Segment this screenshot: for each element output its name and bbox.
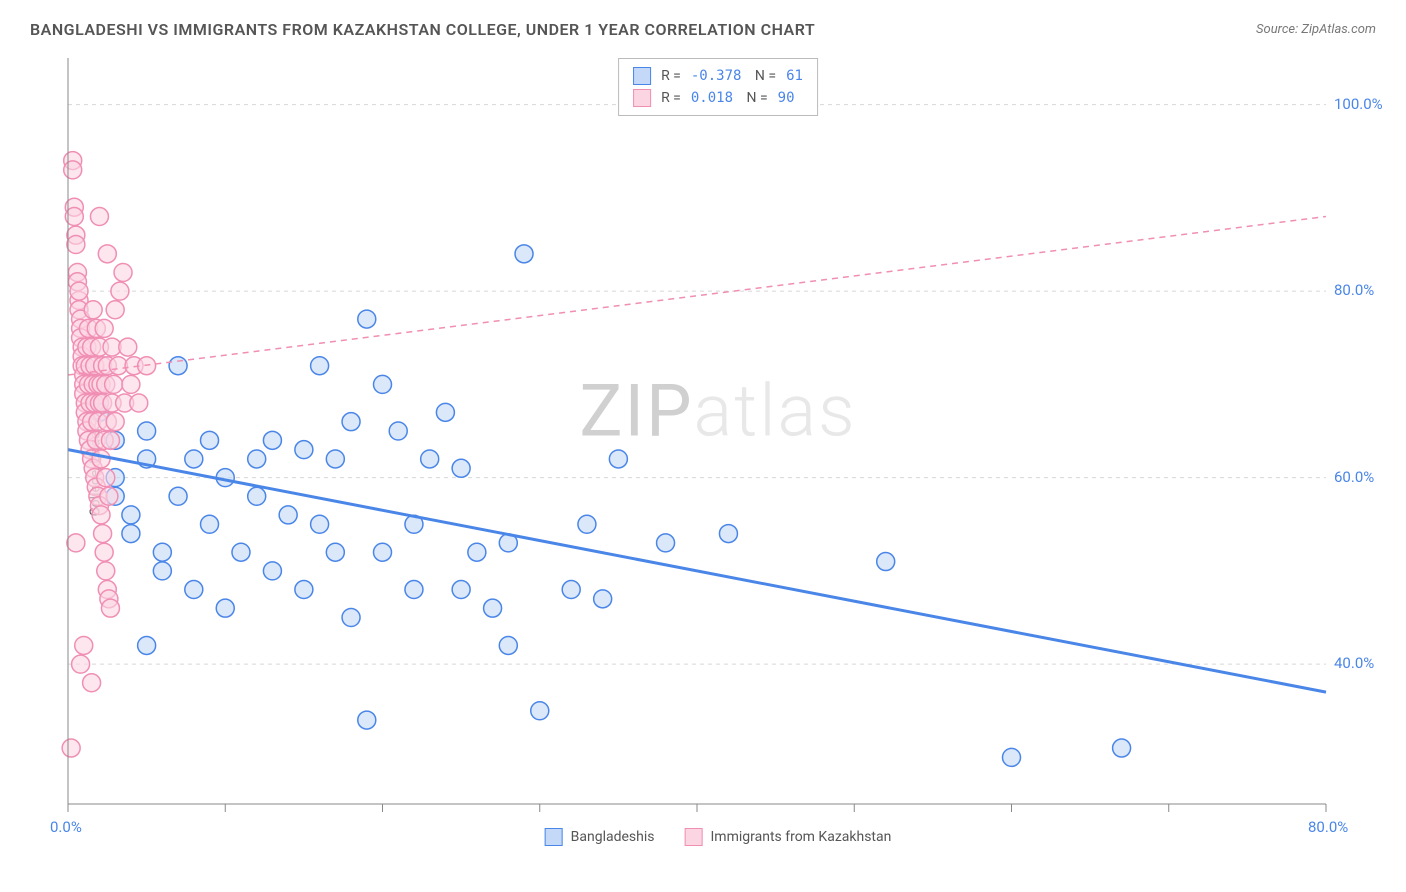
legend-row: R = -0.378 N = 61 [633,65,803,87]
legend-swatch [633,89,651,107]
legend-label: Bangladeshis [571,829,655,845]
axis-tick-label: 100.0% [1334,95,1383,113]
axis-tick-label: 80.0% [1308,818,1348,836]
legend-item: Immigrants from Kazakhstan [684,828,891,846]
legend-label: Immigrants from Kazakhstan [710,829,891,845]
axis-tick-label: 80.0% [1334,281,1374,299]
legend-swatch [545,828,563,846]
chart-title: BANGLADESHI VS IMMIGRANTS FROM KAZAKHSTA… [30,20,815,39]
scatter-plot [50,50,1386,852]
legend-r-value: 0.018 [691,87,733,109]
legend-n-value: 90 [778,87,795,109]
legend-r-label: R = [661,87,681,109]
legend-n-label: N = [743,87,768,109]
legend-row: R = 0.018 N = 90 [633,87,803,109]
legend-item: Bangladeshis [545,828,655,846]
axis-tick-label: 60.0% [1334,468,1374,486]
legend-r-label: R = [661,65,681,87]
axis-tick-label: 0.0% [50,818,82,836]
legend-r-value: -0.378 [691,65,742,87]
legend-series: Bangladeshis Immigrants from Kazakhstan [545,828,892,846]
source-label: Source: ZipAtlas.com [1256,22,1376,37]
axis-tick-label: 40.0% [1334,654,1374,672]
legend-n-label: N = [751,65,776,87]
chart-container: College, Under 1 year ZIPatlas R = -0.37… [50,50,1386,852]
legend-swatch [633,67,651,85]
legend-correlation: R = -0.378 N = 61 R = 0.018 N = 90 [618,58,818,116]
legend-n-value: 61 [786,65,803,87]
legend-swatch [684,828,702,846]
